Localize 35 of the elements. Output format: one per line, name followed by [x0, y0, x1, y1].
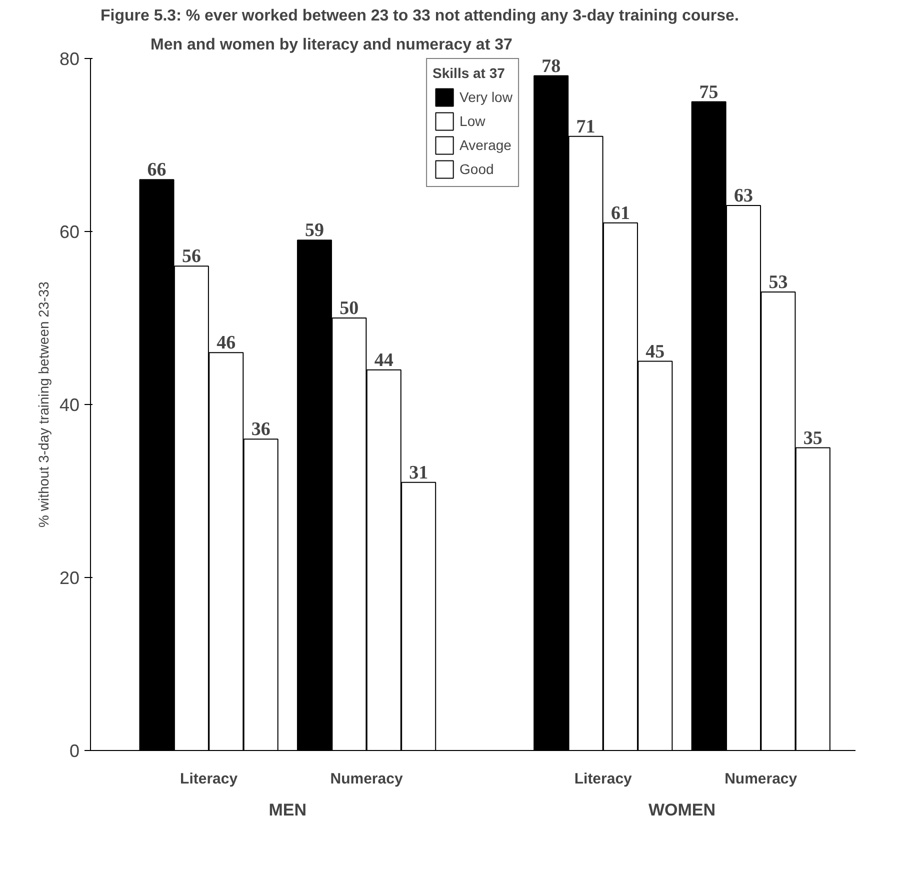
x-tick-label: Numeracy: [330, 770, 404, 788]
x-tick-label: Literacy: [574, 770, 633, 788]
data-label: 46: [216, 332, 236, 354]
legend-label: Low: [460, 113, 486, 129]
legend-label: Average: [460, 137, 512, 153]
data-label: 66: [147, 160, 166, 181]
data-label: 63: [734, 186, 754, 207]
text: MEN: [268, 800, 307, 820]
data-label: 71: [576, 116, 596, 138]
y-tick-label: 60: [59, 222, 80, 242]
data-label: 78: [542, 56, 561, 77]
text: WOMEN: [648, 800, 716, 820]
data-label: 56: [182, 246, 201, 268]
legend-title: Skills at 37: [432, 65, 506, 81]
legend-label: Very low: [460, 89, 512, 105]
data-label: 59: [304, 220, 324, 242]
data-label: 75: [699, 82, 718, 103]
x-tick-label: Numeracy: [724, 770, 798, 788]
data-label: 36: [251, 419, 270, 440]
chart-title: Figure 5.3: % ever worked between 23 to 33 not attending any 3-day training course.: [100, 8, 739, 24]
data-label: 61: [610, 202, 630, 224]
legend-label: Good: [460, 161, 494, 177]
data-label: 53: [768, 272, 788, 294]
y-tick-label: 80: [59, 49, 80, 69]
data-label: 31: [409, 462, 428, 484]
x-tick-label: Literacy: [180, 770, 238, 788]
y-axis-title: % without 3-day training between 23-33: [35, 281, 52, 528]
data-label: 44: [374, 350, 394, 371]
data-label: 50: [340, 298, 359, 319]
y-tick-label: 0: [69, 741, 80, 761]
data-label: 45: [646, 341, 665, 362]
y-tick-label: 20: [59, 568, 80, 588]
y-tick-label: 40: [59, 395, 80, 415]
chart-subtitle: Men and women by literacy and numeracy at 37: [150, 36, 512, 54]
data-label: 35: [803, 428, 822, 449]
